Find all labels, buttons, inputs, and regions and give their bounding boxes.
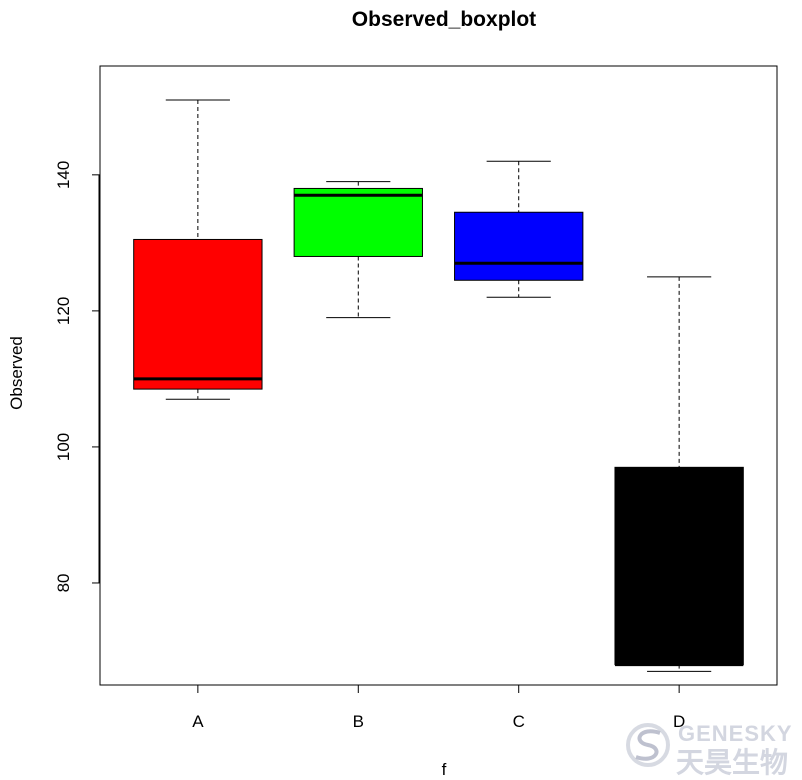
iqr-box: [454, 211, 584, 281]
boxplot-series: [133, 99, 744, 672]
chart-title: Observed_boxplot: [352, 8, 536, 31]
x-tick-label: C: [513, 712, 525, 731]
y-tick-label: 140: [54, 161, 73, 189]
box-c: [454, 160, 584, 298]
box-d: [614, 276, 744, 672]
watermark-cjk: 天昊生物: [676, 747, 788, 778]
x-tick-label: D: [673, 712, 685, 731]
y-axis-label: Observed: [7, 336, 26, 410]
x-tick-label: A: [192, 712, 204, 731]
iqr-box: [133, 238, 263, 390]
iqr-box: [293, 187, 423, 257]
box-a: [133, 99, 263, 400]
y-tick-label: 80: [54, 574, 73, 593]
y-tick-label: 100: [54, 433, 73, 461]
genesky-logo-icon: [626, 723, 670, 767]
x-axis-label: f: [442, 760, 447, 779]
x-axis: A B C D: [192, 684, 685, 731]
y-axis: 80 100 120 140: [54, 161, 100, 593]
x-tick-label: B: [353, 712, 364, 731]
y-tick-label: 120: [54, 297, 73, 325]
watermark-latin: GENESKY: [678, 721, 793, 746]
watermark: GENESKY 天昊生物: [626, 721, 793, 778]
box-b: [293, 181, 423, 319]
iqr-box: [614, 466, 744, 666]
